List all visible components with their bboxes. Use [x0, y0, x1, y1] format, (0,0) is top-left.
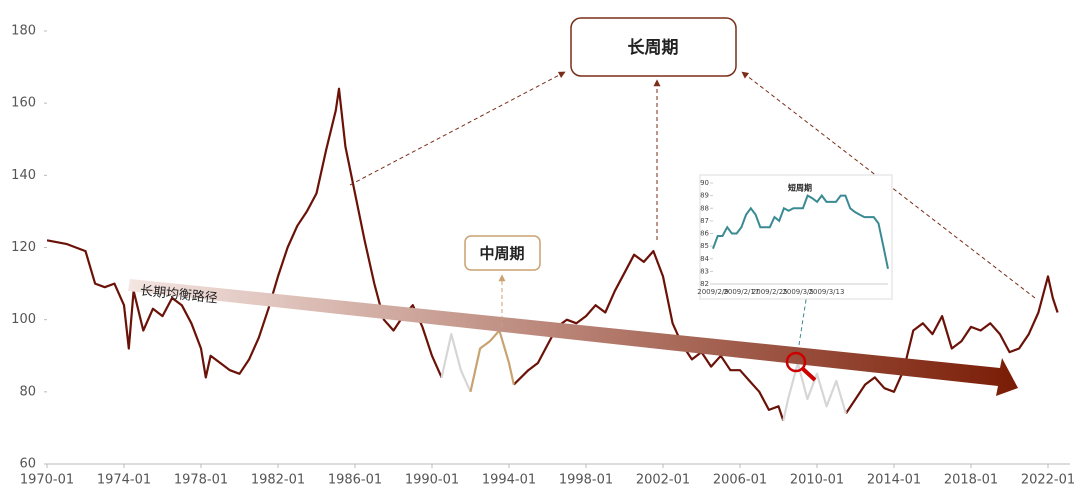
mid-cycle-box — [464, 235, 541, 271]
x-tick-label: 2009/2/9 — [697, 288, 728, 296]
inset-frame — [699, 174, 893, 300]
x-tick-label: 2022-01 — [1021, 473, 1075, 488]
inset-chart: 短周期 8283848586878889902009/2/92009/2/172… — [697, 174, 893, 300]
y-tick-label: 84 — [700, 255, 709, 263]
long-cycle-box — [570, 17, 737, 77]
x-tick-label: 2006-01 — [713, 473, 767, 488]
inset-title: 短周期 — [788, 183, 812, 193]
y-tick-label: 83 — [700, 267, 709, 275]
trend-arrow — [128, 279, 1018, 396]
x-tick-label: 1974-01 — [97, 473, 151, 488]
y-tick-label: 82 — [700, 280, 709, 288]
x-tick-label: 1994-01 — [482, 473, 536, 488]
magnifier — [785, 351, 807, 373]
y-tick-label: 80 — [19, 384, 36, 399]
y-tick-label: 100 — [11, 312, 36, 327]
x-tick-label: 2009/2/25 — [752, 288, 788, 296]
y-tick-label: 160 — [11, 96, 36, 111]
magnifier-handle — [801, 367, 817, 382]
x-tick-label: 1982-01 — [251, 473, 305, 488]
x-tick-label: 2009/2/17 — [723, 288, 759, 296]
x-tick-label: 1998-01 — [559, 473, 613, 488]
mid-cycle-label: 中周期 — [479, 245, 524, 263]
y-tick-label: 89 — [700, 192, 709, 200]
x-tick-label: 2009/3/5 — [782, 288, 813, 296]
series-group — [46, 87, 1059, 422]
x-tick-label: 2010-01 — [790, 473, 844, 488]
y-tick-label: 120 — [11, 240, 36, 255]
y-tick-label: 87 — [700, 217, 709, 225]
series-line — [440, 333, 847, 421]
x-tick-label: 1990-01 — [405, 473, 459, 488]
series-line — [46, 87, 1059, 422]
y-tick-label: 90 — [700, 179, 709, 187]
x-tick-label: 2009/3/13 — [809, 288, 845, 296]
x-tick-label: 2018-01 — [944, 473, 998, 488]
x-tick-label: 1970-01 — [20, 473, 74, 488]
inset-line — [712, 193, 889, 270]
y-tick-label: 86 — [700, 230, 709, 238]
long-cycle-label: 长周期 — [628, 37, 679, 58]
y-tick-label: 85 — [700, 242, 709, 250]
arrow — [349, 71, 566, 186]
y-tick-label: 88 — [700, 204, 709, 212]
x-tick-label: 1978-01 — [174, 473, 228, 488]
y-tick-label: 140 — [11, 168, 36, 183]
arrow — [798, 286, 811, 346]
x-tick-label: 2014-01 — [867, 473, 921, 488]
y-tick-label: 60 — [19, 457, 36, 472]
x-tick-label: 2002-01 — [636, 473, 690, 488]
series-line — [469, 329, 515, 393]
x-tick-label: 1986-01 — [328, 473, 382, 488]
y-tick-label: 180 — [11, 24, 36, 39]
